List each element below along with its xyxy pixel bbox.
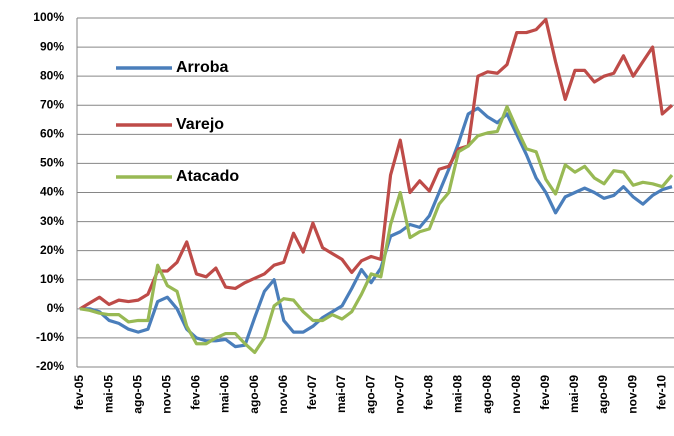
x-tick-label: fev-08 (422, 375, 436, 410)
y-tick-label: 80% (40, 68, 64, 82)
series-line (79, 17, 674, 311)
x-tick-label: nov-09 (625, 375, 639, 414)
legend-label: Varejo (176, 116, 224, 133)
series-line (80, 106, 673, 349)
y-tick-label: 10% (40, 272, 64, 286)
x-tick-label: mai-08 (451, 375, 465, 413)
legend-label: Arroba (176, 59, 229, 76)
x-tick-label: fev-06 (189, 375, 203, 410)
x-tick-label: mai-07 (334, 375, 348, 413)
x-tick-label: mai-06 (218, 375, 232, 413)
x-tick-label: ago-09 (596, 375, 610, 414)
y-tick-label: -20% (36, 359, 64, 373)
legend-label: Atacado (176, 168, 239, 185)
y-tick-label: 50% (40, 156, 64, 170)
series-line (79, 105, 674, 355)
x-tick-label: ago-07 (363, 375, 377, 414)
x-tick-label: mai-09 (567, 375, 581, 413)
y-tick-label: 60% (40, 127, 64, 141)
x-tick-label: ago-05 (130, 375, 144, 414)
y-tick-label: -10% (36, 330, 64, 344)
x-tick-label: ago-08 (480, 375, 494, 414)
x-tick-label: ago-06 (247, 375, 261, 414)
x-tick-label: fev-09 (538, 375, 552, 410)
y-tick-label: 20% (40, 243, 64, 257)
x-tick-label: nov-05 (160, 375, 174, 414)
y-tick-label: 70% (40, 97, 64, 111)
x-tick-label: nov-07 (392, 375, 406, 414)
x-tick-label: nov-06 (276, 375, 290, 414)
y-tick-label: 40% (40, 185, 64, 199)
x-tick-label: fev-10 (654, 375, 668, 410)
y-tick-label: 90% (40, 39, 64, 53)
x-tick-label: fev-07 (305, 375, 319, 410)
x-tick-label: nov-08 (509, 375, 523, 414)
y-tick-label: 30% (40, 214, 64, 228)
x-tick-label: fev-05 (72, 375, 86, 410)
y-tick-label: 100% (33, 10, 64, 24)
x-tick-label: mai-05 (101, 375, 115, 413)
y-tick-label: 0% (47, 301, 65, 315)
